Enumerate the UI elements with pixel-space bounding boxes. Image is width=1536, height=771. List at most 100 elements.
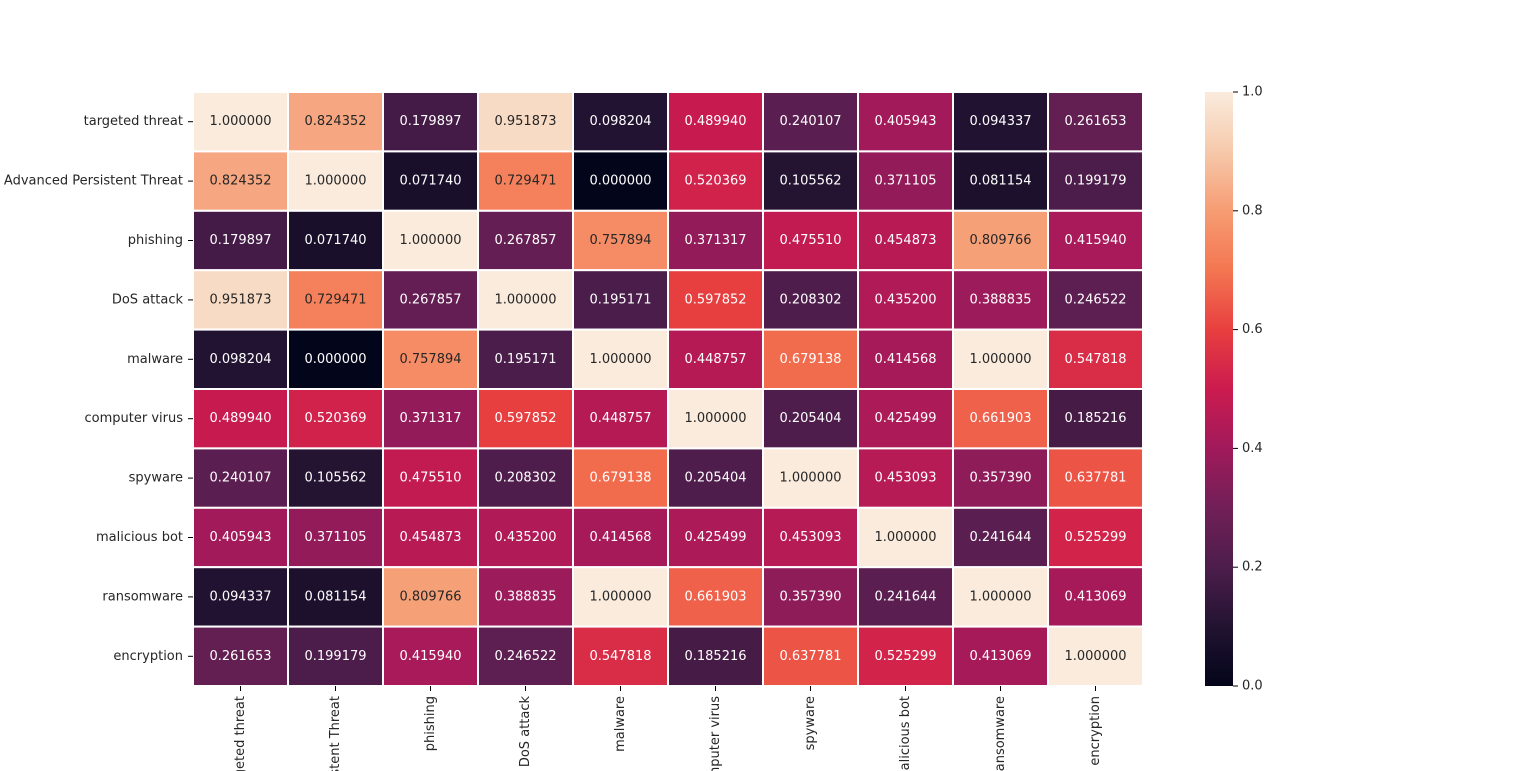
cell-label: 0.094337 <box>969 114 1031 129</box>
cell-label: 0.475510 <box>779 233 841 248</box>
y-tick-label: computer virus <box>85 411 184 426</box>
cell-label: 0.547818 <box>589 649 651 664</box>
cell-label: 0.246522 <box>1064 292 1126 307</box>
cell-label: 0.388835 <box>494 589 556 604</box>
heatmap-cell <box>572 566 669 628</box>
cell-label: 1.000000 <box>589 589 651 604</box>
cell-label: 1.000000 <box>304 174 366 189</box>
heatmap-cell <box>192 625 289 687</box>
heatmap-cell <box>572 506 669 569</box>
cell-label: 0.195171 <box>494 352 556 367</box>
cell-label: 0.098204 <box>209 352 271 367</box>
cell-label: 0.261653 <box>209 649 271 664</box>
cell-label: 0.205404 <box>684 471 746 486</box>
cell-label: 0.414568 <box>589 530 651 545</box>
heatmap-cell <box>382 209 479 272</box>
colorbar-tick-label: 1.0 <box>1242 85 1263 100</box>
heatmap-cell <box>287 150 384 212</box>
cell-label: 0.661903 <box>684 589 746 604</box>
y-tick-label: targeted threat <box>84 114 183 129</box>
heatmap-cell <box>857 625 954 687</box>
heatmap-cell <box>762 625 859 687</box>
cell-label: 0.081154 <box>969 174 1031 189</box>
heatmap-cell <box>1047 625 1144 687</box>
heatmap-cell <box>382 506 479 569</box>
cell-label: 0.448757 <box>684 352 746 367</box>
heatmap-cell <box>477 388 574 450</box>
heatmap-cell <box>952 328 1049 391</box>
colorbar-tick-label: 0.6 <box>1242 322 1263 337</box>
cell-label: 0.371317 <box>684 233 746 248</box>
cell-label: 0.525299 <box>874 649 936 664</box>
heatmap-cell <box>572 388 669 450</box>
heatmap-cell <box>667 625 764 687</box>
cell-label: 0.081154 <box>304 589 366 604</box>
x-tick-label: malicious bot <box>898 696 913 771</box>
cell-label: 0.435200 <box>874 292 936 307</box>
cell-label: 0.435200 <box>494 530 556 545</box>
cell-label: 0.240107 <box>779 114 841 129</box>
cell-label: 0.241644 <box>969 530 1031 545</box>
cell-label: 1.000000 <box>589 352 651 367</box>
heatmap-cell <box>1047 91 1144 153</box>
cell-label: 0.405943 <box>874 114 936 129</box>
cell-label: 1.000000 <box>779 471 841 486</box>
heatmap-cell <box>762 566 859 628</box>
heatmap-cell <box>477 506 574 569</box>
heatmap-cell <box>1047 447 1144 509</box>
colorbar-tick-label: 0.4 <box>1242 441 1263 456</box>
heatmap-cell <box>952 566 1049 628</box>
cell-label: 0.824352 <box>209 174 271 189</box>
cell-label: 1.000000 <box>969 589 1031 604</box>
cell-label: 0.448757 <box>589 411 651 426</box>
cell-label: 0.951873 <box>209 292 271 307</box>
heatmap-cell <box>477 566 574 628</box>
cell-label: 0.094337 <box>209 589 271 604</box>
cell-label: 0.547818 <box>1064 352 1126 367</box>
cell-label: 0.179897 <box>399 114 461 129</box>
cell-label: 0.425499 <box>874 411 936 426</box>
cell-label: 0.597852 <box>684 292 746 307</box>
cell-label: 0.525299 <box>1064 530 1126 545</box>
heatmap-cell <box>1047 566 1144 628</box>
heatmap-cell <box>667 269 764 331</box>
cell-label: 0.371317 <box>399 411 461 426</box>
cell-label: 0.246522 <box>494 649 556 664</box>
cell-label: 0.000000 <box>304 352 366 367</box>
cell-label: 0.453093 <box>779 530 841 545</box>
cell-label: 0.208302 <box>779 292 841 307</box>
cell-label: 0.357390 <box>779 589 841 604</box>
cell-label: 0.105562 <box>779 174 841 189</box>
heatmap-cell <box>762 328 859 391</box>
cell-label: 0.208302 <box>494 471 556 486</box>
cell-label: 0.414568 <box>874 352 936 367</box>
colorbar <box>1205 92 1233 686</box>
heatmap-cell <box>762 447 859 509</box>
y-tick-label: malicious bot <box>96 530 183 545</box>
heatmap-cell <box>192 388 289 450</box>
cell-label: 0.371105 <box>874 174 936 189</box>
heatmap-cell <box>477 447 574 509</box>
heatmap-cell <box>1047 150 1144 212</box>
x-tick-label: encryption <box>1088 696 1103 766</box>
cell-label: 0.415940 <box>399 649 461 664</box>
cell-label: 0.195171 <box>589 292 651 307</box>
cell-label: 0.679138 <box>589 471 651 486</box>
cell-label: 1.000000 <box>399 233 461 248</box>
cell-label: 1.000000 <box>209 114 271 129</box>
x-tick-label: spyware <box>803 696 818 750</box>
heatmap-cell <box>857 447 954 509</box>
cell-label: 0.000000 <box>589 174 651 189</box>
heatmap-cell <box>1047 328 1144 391</box>
heatmap-cell <box>667 388 764 450</box>
cell-label: 0.757894 <box>399 352 461 367</box>
heatmap-cell <box>762 269 859 331</box>
cell-label: 0.520369 <box>304 411 366 426</box>
heatmap-cell <box>857 506 954 569</box>
y-tick-label: ransomware <box>102 589 183 604</box>
heatmap-cell <box>572 328 669 391</box>
y-tick-label: DoS attack <box>112 292 184 307</box>
heatmap-cell <box>287 566 384 628</box>
cell-label: 0.824352 <box>304 114 366 129</box>
heatmap-cell <box>287 209 384 272</box>
